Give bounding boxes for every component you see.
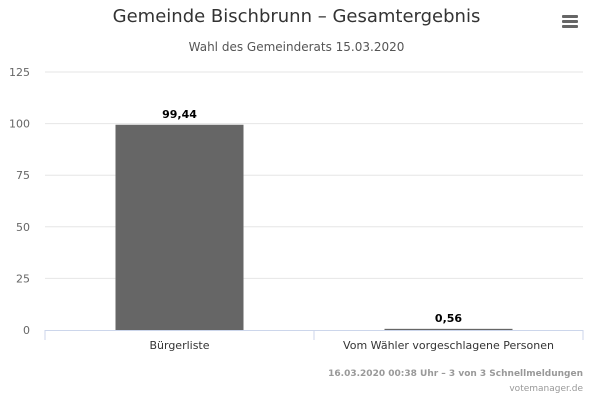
y-tick-label: 0 [23,324,30,337]
y-tick-label: 100 [9,118,30,131]
bar[interactable] [115,124,244,331]
y-tick-label: 25 [16,272,30,285]
chart-subtitle: Wahl des Gemeinderats 15.03.2020 [188,40,405,54]
credits-source-link[interactable]: votemanager.de [509,384,583,394]
y-tick-label: 125 [9,66,30,79]
y-tick-label: 75 [16,169,30,182]
credits-update-text: 16.03.2020 00:38 Uhr – 3 von 3 Schnellme… [328,369,583,379]
chart-menu-button[interactable] [560,12,582,32]
x-axis: Bürgerliste Vom Wähler vorgeschlagene Per… [44,330,584,352]
data-labels: 99,44 0,56 [162,108,462,325]
x-category-label: Bürgerliste [149,339,209,352]
menu-icon-line [562,25,578,28]
menu-icon-line [562,20,578,23]
bar[interactable] [384,328,513,330]
grid-lines: 0 25 50 75 100 125 [9,66,583,337]
x-category-label: Vom Wähler vorgeschlagene Personen [343,339,554,352]
data-label: 0,56 [435,312,462,325]
bars [115,124,513,331]
menu-icon-line [562,15,578,18]
chart-title: Gemeinde Bischbrunn – Gesamtergebnis [112,6,481,27]
data-label: 99,44 [162,108,197,121]
y-tick-label: 50 [16,221,30,234]
